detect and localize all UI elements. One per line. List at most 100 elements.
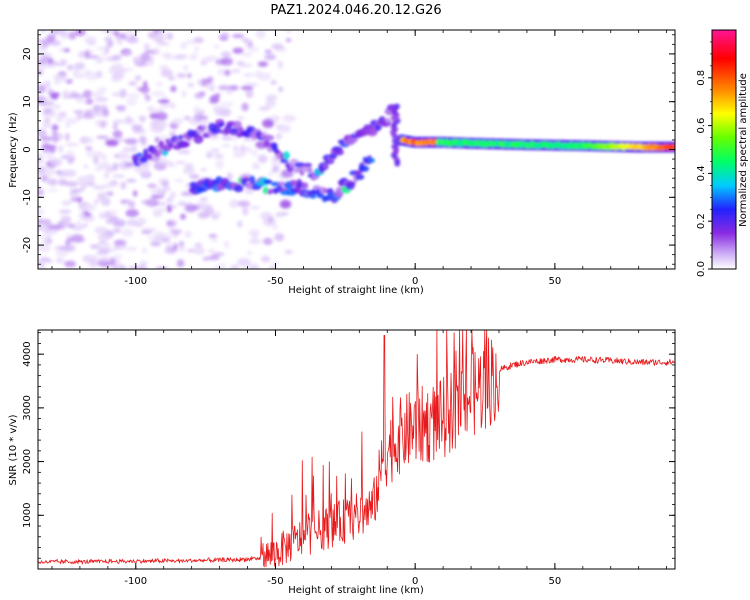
branch-blob bbox=[307, 166, 313, 174]
noise-blob bbox=[89, 244, 100, 250]
noise-blob bbox=[160, 33, 173, 40]
branch-blob bbox=[368, 158, 375, 163]
colorbar-tick-label: 0.6 bbox=[696, 118, 707, 134]
noise-blob bbox=[265, 99, 276, 108]
noise-blob bbox=[240, 85, 254, 91]
noise-blob bbox=[184, 203, 197, 213]
noise-blob bbox=[126, 98, 137, 106]
noise-blob bbox=[125, 209, 139, 218]
noise-blob bbox=[173, 243, 178, 251]
noise-blob bbox=[215, 160, 225, 169]
noise-blob bbox=[139, 116, 146, 123]
x-tick-label: -100 bbox=[124, 276, 147, 287]
noise-blob bbox=[46, 154, 54, 159]
noise-blob bbox=[241, 38, 249, 42]
noise-blob bbox=[112, 162, 118, 171]
noise-blob bbox=[38, 156, 45, 165]
branch-blob bbox=[316, 193, 325, 199]
noise-blob bbox=[43, 107, 52, 114]
noise-blob bbox=[108, 67, 116, 74]
noise-blob bbox=[247, 40, 254, 49]
noise-blob bbox=[262, 118, 275, 128]
snr-series-line bbox=[38, 330, 675, 568]
noise-blob bbox=[119, 71, 125, 78]
noise-blob bbox=[38, 84, 46, 94]
noise-blob bbox=[206, 55, 218, 61]
noise-blob bbox=[105, 139, 119, 147]
noise-blob bbox=[251, 162, 258, 170]
y-tick-label: -20 bbox=[22, 237, 33, 253]
noise-blob bbox=[214, 153, 224, 159]
noise-blob bbox=[233, 145, 239, 152]
noise-blob bbox=[55, 170, 63, 175]
noise-blob bbox=[85, 109, 94, 116]
noise-blob bbox=[56, 114, 63, 123]
noise-blob bbox=[40, 124, 53, 129]
noise-blob bbox=[236, 200, 251, 207]
noise-blob bbox=[46, 42, 60, 46]
noise-blob bbox=[193, 113, 205, 122]
noise-blob bbox=[113, 239, 127, 246]
y-tick-label: 3000 bbox=[22, 395, 33, 420]
noise-blob bbox=[45, 144, 57, 150]
noise-blob bbox=[177, 149, 191, 155]
noise-blob bbox=[272, 225, 279, 231]
noise-blob bbox=[170, 85, 177, 93]
noise-blob bbox=[66, 64, 74, 71]
noise-blob bbox=[255, 30, 266, 39]
noise-blob bbox=[161, 180, 169, 187]
noise-blob bbox=[76, 113, 82, 121]
noise-blob bbox=[44, 80, 51, 89]
noise-blob bbox=[277, 60, 284, 70]
noise-blob bbox=[97, 233, 112, 241]
noise-blob bbox=[147, 235, 154, 240]
noise-blob bbox=[79, 50, 84, 59]
snr-ticks: -100 -50 0 50 1000 2000 3000 4000 bbox=[22, 330, 675, 587]
noise-blob bbox=[85, 146, 93, 151]
noise-blob bbox=[112, 174, 125, 178]
noise-blob bbox=[183, 116, 191, 120]
noise-blob bbox=[230, 69, 241, 73]
noise-blob bbox=[200, 61, 207, 65]
noise-blob bbox=[165, 52, 173, 60]
noise-blob bbox=[138, 264, 147, 269]
noise-blob bbox=[221, 135, 233, 141]
noise-blob bbox=[232, 47, 244, 54]
branch-blob bbox=[312, 185, 321, 191]
x-tick-label: 50 bbox=[548, 576, 561, 587]
noise-blob bbox=[73, 110, 85, 114]
noise-blob bbox=[142, 247, 147, 254]
noise-blob bbox=[162, 95, 167, 100]
noise-blob bbox=[128, 200, 136, 209]
noise-blob bbox=[267, 220, 275, 227]
branch-blob bbox=[385, 117, 392, 123]
noise-blob bbox=[176, 259, 185, 268]
branch-blob bbox=[280, 158, 289, 164]
branch-blob bbox=[303, 162, 312, 168]
noise-blob bbox=[62, 244, 76, 252]
noise-blob bbox=[134, 223, 143, 228]
noise-blob bbox=[194, 45, 200, 53]
noise-blob bbox=[65, 79, 73, 84]
branch-blob bbox=[158, 140, 165, 148]
noise-blob bbox=[94, 226, 108, 235]
noise-blob bbox=[168, 76, 176, 81]
noise-blob bbox=[95, 46, 108, 51]
noise-blob bbox=[190, 52, 198, 60]
branch-blob bbox=[355, 174, 365, 181]
noise-blob bbox=[72, 72, 87, 79]
noise-blob bbox=[64, 117, 79, 125]
y-tick-label: 4000 bbox=[22, 341, 33, 366]
noise-blob bbox=[258, 106, 271, 111]
noise-blob bbox=[83, 164, 89, 169]
noise-blob bbox=[106, 191, 114, 196]
noise-blob bbox=[241, 102, 249, 112]
noise-blob bbox=[48, 103, 62, 110]
noise-blob bbox=[212, 252, 225, 257]
noise-blob bbox=[93, 156, 99, 165]
colorbar-tick-label: 0.4 bbox=[696, 165, 707, 181]
y-tick-label: 2000 bbox=[22, 449, 33, 474]
noise-blob bbox=[159, 65, 170, 71]
colorbar-label: Normalized spectral amplitude bbox=[738, 73, 749, 227]
